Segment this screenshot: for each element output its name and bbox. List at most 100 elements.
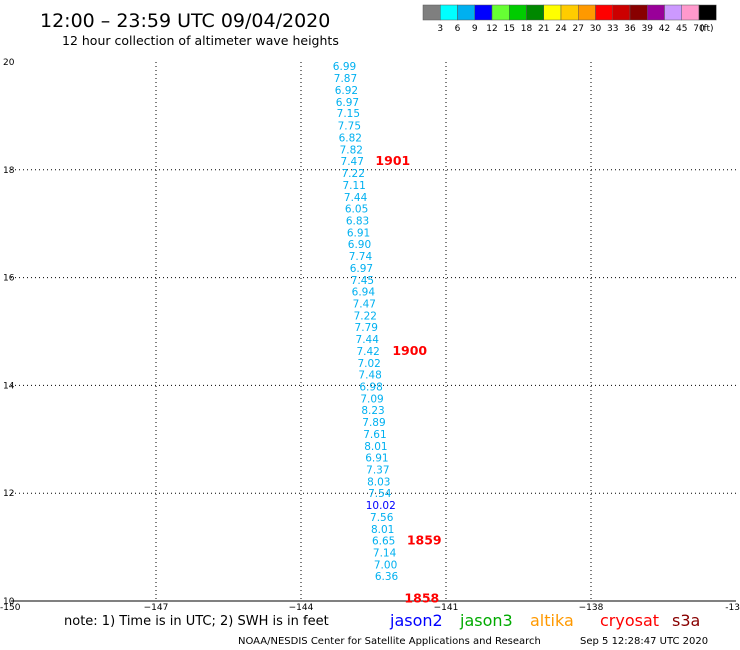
x-tick-label: −144 [289, 603, 314, 613]
x-tick-label: -150 [0, 603, 21, 613]
colorbar-tick-label: 45 [676, 24, 687, 34]
swh-value: 7.00 [374, 559, 397, 571]
colorbar-swatch [681, 4, 700, 21]
time-label: 1858 [404, 590, 439, 605]
chart-title: 12:00 – 23:59 UTC 09/04/2020 [40, 10, 330, 32]
swh-value: 6.94 [352, 287, 376, 299]
swh-value: 7.44 [344, 192, 368, 204]
time-label: 1859 [407, 533, 442, 548]
swh-value: 6.65 [372, 536, 395, 548]
x-tick-label: −141 [434, 603, 459, 613]
swh-value: 7.48 [358, 370, 381, 382]
swh-value: 6.91 [365, 453, 388, 465]
time-labels: 1901 1900 1859 1858 [375, 153, 441, 605]
swh-value: 7.09 [360, 393, 383, 405]
swh-value: 10.02 [366, 500, 396, 512]
swh-value: 6.99 [333, 61, 356, 73]
colorbar-swatch [509, 4, 527, 21]
y-tick-label: 20 [3, 58, 15, 68]
swh-value: 6.97 [336, 97, 359, 109]
swh-value: 7.14 [373, 547, 397, 559]
swh-value: 6.97 [350, 263, 373, 275]
swh-value: 7.89 [362, 417, 385, 429]
time-label: 1901 [375, 153, 410, 168]
colorbar-tick-label: 24 [555, 24, 567, 34]
colorbar-swatch [595, 4, 613, 21]
swh-value: 6.92 [335, 85, 358, 97]
colorbar-swatch [543, 4, 562, 21]
satellite-jason3: jason3 [459, 611, 513, 630]
colorbar-swatch [647, 4, 665, 21]
y-tick-label: 12 [3, 489, 14, 499]
y-tick-label: 18 [3, 166, 15, 176]
colorbar-swatch [612, 4, 631, 21]
footer-credit: NOAA/NESDIS Center for Satellite Applica… [238, 636, 541, 647]
colorbar-tick-label: 9 [472, 24, 478, 34]
swh-value: 7.56 [370, 512, 394, 524]
colorbar-swatch [440, 4, 458, 21]
colorbar-tick-label: 33 [607, 24, 618, 34]
swh-value: 6.83 [346, 215, 369, 227]
x-tick-label: -13 [725, 603, 740, 613]
colorbar-tick-label: 39 [642, 24, 654, 34]
colorbar-tick-label: 12 [486, 24, 497, 34]
swh-value: 8.23 [361, 405, 384, 417]
colorbar-tick-label: 21 [538, 24, 549, 34]
satellite-cryosat: cryosat [600, 611, 659, 630]
colorbar-swatch [578, 4, 596, 21]
y-tick-label: 14 [3, 381, 15, 391]
colorbar-tick-label: 3 [437, 24, 443, 34]
satellite-jason2: jason2 [389, 611, 443, 630]
colorbar-swatch [457, 4, 475, 21]
swh-value: 7.87 [334, 73, 357, 85]
swh-value: 7.45 [351, 275, 374, 287]
satellite-legend: jason2 jason3 altika cryosat s3a [389, 611, 700, 630]
y-tick-label: 16 [3, 274, 15, 284]
swh-value: 8.03 [367, 476, 390, 488]
swh-value: 7.15 [337, 108, 360, 120]
y-tick-label: 10 [3, 597, 15, 607]
gridlines [11, 62, 736, 601]
colorbar-tick-label: 15 [504, 24, 515, 34]
swh-value: 7.02 [357, 358, 380, 370]
swh-value: 7.22 [342, 168, 365, 180]
swh-value: 8.01 [364, 441, 387, 453]
colorbar-legend: 3 6 9 12 15 18 21 24 27 30 33 36 39 42 45 70(ft) [422, 4, 717, 34]
swh-value: 7.37 [366, 464, 389, 476]
colorbar-tick-label: 36 [624, 24, 636, 34]
swh-value: 6.98 [359, 381, 382, 393]
footer-note: note: 1) Time is in UTC; 2) SWH is in fe… [64, 614, 329, 629]
swh-value: 7.75 [338, 121, 361, 133]
x-tick-label: −138 [579, 603, 604, 613]
swh-value: 7.79 [355, 322, 378, 334]
swh-value: 7.44 [356, 334, 380, 346]
swh-value: 7.54 [368, 488, 392, 500]
swh-value: 8.01 [371, 524, 394, 536]
colorbar-swatch [474, 4, 493, 21]
colorbar-swatch [698, 4, 717, 21]
x-tick-label: −147 [144, 603, 169, 613]
footer-timestamp: Sep 5 12:28:47 UTC 2020 [580, 636, 708, 647]
colorbar-tick-label: 70 [693, 24, 705, 34]
swh-value: 7.47 [353, 298, 376, 310]
colorbar-swatch [664, 4, 682, 21]
x-axis-tick-labels: -150 −147 −144 −141 −138 -13 [0, 603, 740, 613]
swh-value: 6.82 [339, 132, 362, 144]
colorbar-tick-label: 6 [455, 24, 461, 34]
colorbar-tick-label: 30 [590, 24, 602, 34]
satellite-altika: altika [530, 611, 574, 630]
colorbar-swatch [422, 4, 441, 21]
swh-value: 7.11 [342, 180, 365, 192]
colorbar-tick-label: (ft) [700, 24, 714, 34]
swh-value: 6.91 [347, 227, 370, 239]
data-points: 6.997.876.926.977.157.756.827.827.477.22… [333, 61, 399, 583]
colorbar-swatch [526, 4, 544, 21]
y-axis-tick-labels: 10 12 14 16 18 20 [3, 58, 15, 607]
swh-value: 6.05 [345, 204, 368, 216]
swh-value: 7.74 [349, 251, 373, 263]
colorbar-tick-label: 18 [521, 24, 533, 34]
chart-subtitle: 12 hour collection of altimeter wave hei… [62, 33, 339, 48]
time-label: 1900 [392, 343, 427, 358]
swh-value: 7.22 [354, 310, 377, 322]
